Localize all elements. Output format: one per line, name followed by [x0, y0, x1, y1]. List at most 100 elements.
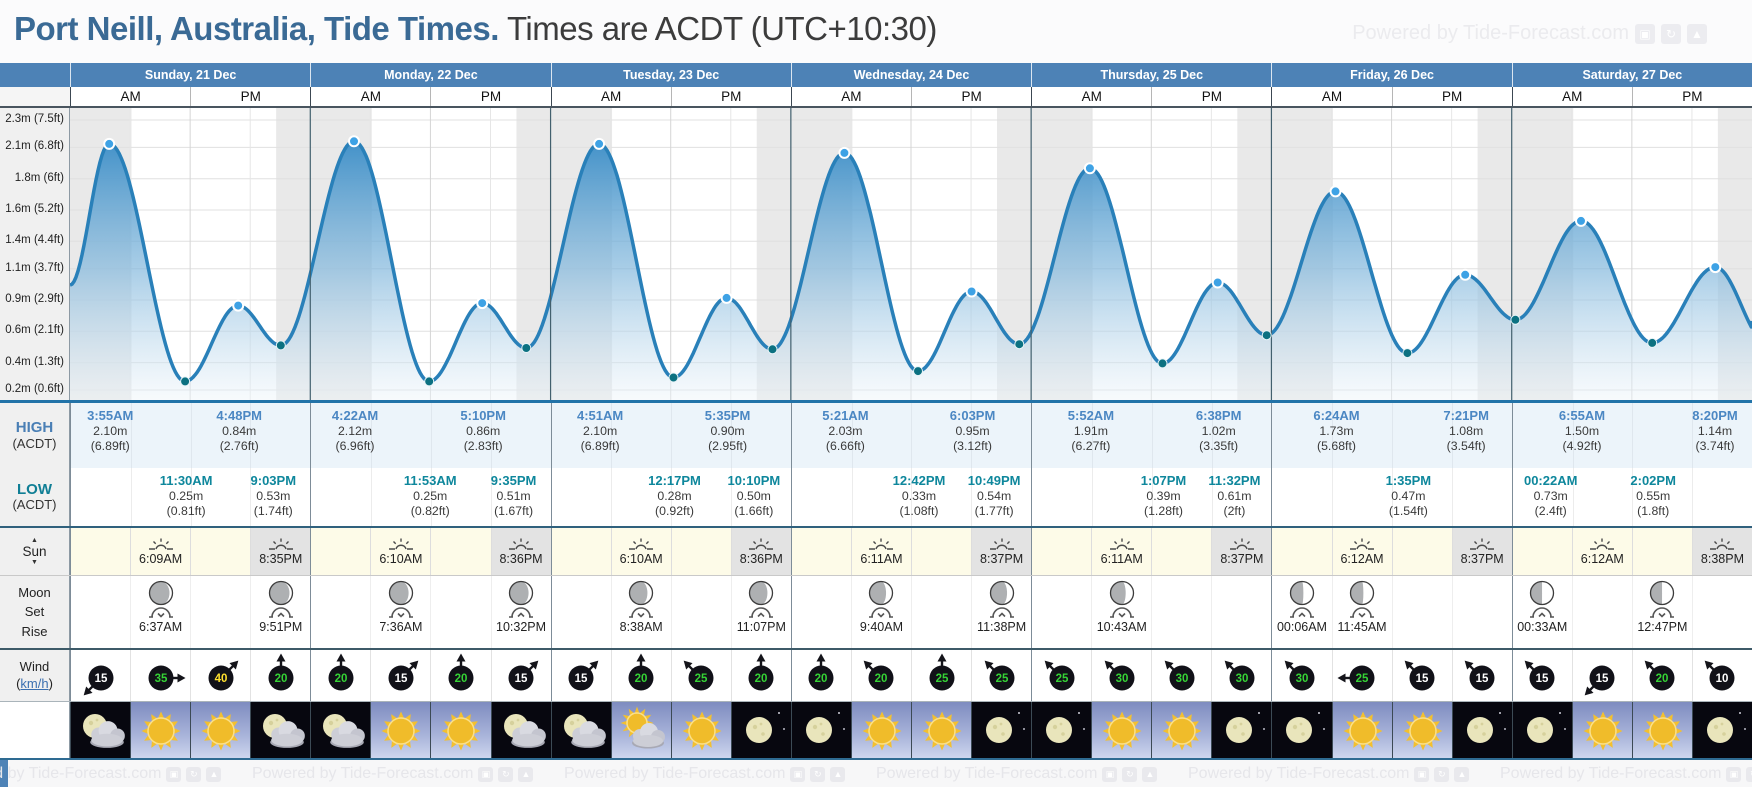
wind-cell: 25 [670, 650, 731, 701]
sunrise-icon [629, 538, 654, 550]
ampm-row: AM PM AM PM AM PM AM PM AM PM AM PM AM PM [0, 87, 1752, 108]
sunset-icon [1229, 538, 1254, 550]
high-tide-dot [348, 135, 360, 148]
wind-cell: 20 [250, 650, 311, 701]
am-label: AM [70, 87, 191, 106]
moon-cell: 12:47PM [1631, 576, 1692, 648]
cell-divider [371, 468, 373, 526]
sunrise-cell: 6:09AM [130, 528, 191, 575]
cell-divider [911, 403, 913, 468]
wind-marker: 15 [1404, 660, 1435, 690]
cell-divider [190, 403, 192, 468]
moon-cell [430, 576, 491, 648]
moonrise-icon [989, 607, 1014, 618]
sun-row: ▲ Sun ▼ 6:09AM 8:35PM 6:10AM 8:36PM 6:10AM 8:36P… [0, 528, 1752, 576]
sunrise-cell: 6:12AM [1331, 528, 1392, 575]
tide-event: 5:52AM 1.91m (6.27ft) [1055, 408, 1127, 454]
sunrise-arrow-icon: ▲ [31, 536, 38, 544]
weather-night-icon [1031, 702, 1092, 758]
wind-cell: 20 [430, 650, 491, 701]
wind-marker: 10 [1705, 660, 1735, 690]
tide-height-ft: (2.95ft) [708, 438, 748, 453]
tide-event: 11:32PM 0.61m (2ft) [1198, 473, 1270, 519]
sunset-cell: 8:36PM [490, 528, 551, 575]
sunset-icon [1470, 538, 1495, 550]
day-header-corner [0, 63, 70, 87]
sunset-cell: 8:37PM [1211, 528, 1272, 575]
tide-event: 6:24AM 1.73m (5.68ft) [1300, 408, 1372, 454]
day-header-cell: Thursday, 25 Dec [1031, 63, 1271, 87]
sunset-time: 8:37PM [1220, 552, 1264, 566]
moon-rise-time: 10:32PM [496, 620, 547, 634]
tide-event: 1:35PM 0.47m (1.54ft) [1372, 473, 1444, 519]
tide-day-cell: 11:30AM 0.25m (0.81ft) 9:03PM 0.53m (1.74ft) [70, 468, 310, 526]
tide-event: 10:49PM 0.54m (1.77ft) [958, 473, 1030, 519]
am-label: AM [1031, 87, 1152, 106]
svg-text:20: 20 [755, 673, 768, 685]
sunset-cell: 8:37PM [1451, 528, 1512, 575]
tide-event: 4:22AM 2.12m (6.96ft) [319, 408, 391, 454]
cell-divider [1211, 403, 1213, 468]
wind-cell: 20 [850, 650, 911, 701]
tide-height-m: 1.91m [1073, 423, 1108, 438]
moon-cell: 11:45AM [1331, 576, 1392, 648]
tide-curve-svg [69, 108, 1752, 401]
wind-marker: 15 [1584, 665, 1615, 695]
wind-cell: 25 [971, 650, 1032, 701]
page-header: Port Neill, Australia, Tide Times. Times… [0, 0, 1752, 63]
svg-text:25: 25 [1055, 673, 1068, 685]
moon-phase-icon [1349, 580, 1375, 606]
weather-night-icon [1211, 702, 1272, 758]
tide-height-m: 1.73m [1319, 423, 1354, 438]
tide-height-m: 0.53m [256, 488, 291, 503]
moon-set-time: 12:47PM [1637, 620, 1688, 634]
moon-phase-icon [629, 580, 654, 606]
weather-sun-icon [670, 702, 731, 758]
tide-height-m: 2.12m [337, 423, 373, 438]
tide-height-ft: (2ft) [1223, 503, 1246, 518]
weather-night-cloud-icon [550, 702, 611, 758]
wind-marker: 30 [1164, 660, 1195, 690]
svg-text:15: 15 [515, 673, 528, 685]
low-tide-dot [1402, 348, 1413, 359]
tide-height-m: 0.95m [955, 423, 990, 438]
pm-label: PM [1631, 87, 1752, 106]
tide-time: 4:51AM [576, 408, 624, 423]
wind-marker: 35 [148, 665, 186, 690]
svg-text:15: 15 [394, 673, 407, 685]
am-label: AM [310, 87, 431, 106]
location-title: Port Neill, Australia, Tide Times. [14, 10, 499, 47]
sun-empty-cell [70, 528, 131, 575]
wind-marker: 15 [388, 660, 419, 690]
y-axis-tick-label: 1.8m (6ft) [14, 171, 64, 184]
wind-marker: 25 [1044, 660, 1075, 690]
tide-height-ft: (3.12ft) [953, 438, 993, 453]
wind-cell: 15 [1391, 650, 1452, 701]
sunrise-icon [388, 538, 413, 550]
moon-cell [1151, 576, 1212, 648]
moon-cell: 9:51PM [250, 576, 311, 648]
high-tide-dot [838, 146, 851, 159]
tide-event: 12:42PM 0.33m (1.08ft) [883, 473, 955, 519]
tide-height-m: 0.61m [1217, 488, 1252, 503]
wind-cell: 15 [550, 650, 611, 701]
sunrise-icon [1590, 538, 1615, 550]
wind-marker: 20 [328, 653, 354, 690]
moon-phase-icon [1289, 580, 1315, 606]
app-badge-icon: ▣ [1635, 23, 1655, 44]
moon-rise-time: 9:51PM [259, 620, 303, 634]
wind-cell: 25 [1031, 650, 1092, 701]
moon-phase-icon [268, 580, 293, 606]
low-tide-dot [521, 343, 532, 353]
cell-divider [1572, 468, 1574, 526]
tide-height-m: 0.25m [413, 488, 448, 503]
am-label: AM [790, 87, 911, 106]
sunrise-cell: 6:11AM [850, 528, 911, 575]
sunset-cell: 8:36PM [730, 528, 791, 575]
tide-day-cell: 4:22AM 2.12m (6.96ft) 5:10PM 0.86m (2.83ft) [310, 403, 550, 468]
wind-unit-link[interactable]: km/h [20, 675, 49, 691]
weather-sun-icon [130, 702, 191, 758]
low-tide-row: LOW (ACDT) 11:30AM 0.25m (0.81ft) 9:03PM 0.53m… [0, 468, 1752, 528]
high-tide-dot [720, 291, 733, 304]
tide-height-ft: (0.92ft) [655, 503, 694, 518]
